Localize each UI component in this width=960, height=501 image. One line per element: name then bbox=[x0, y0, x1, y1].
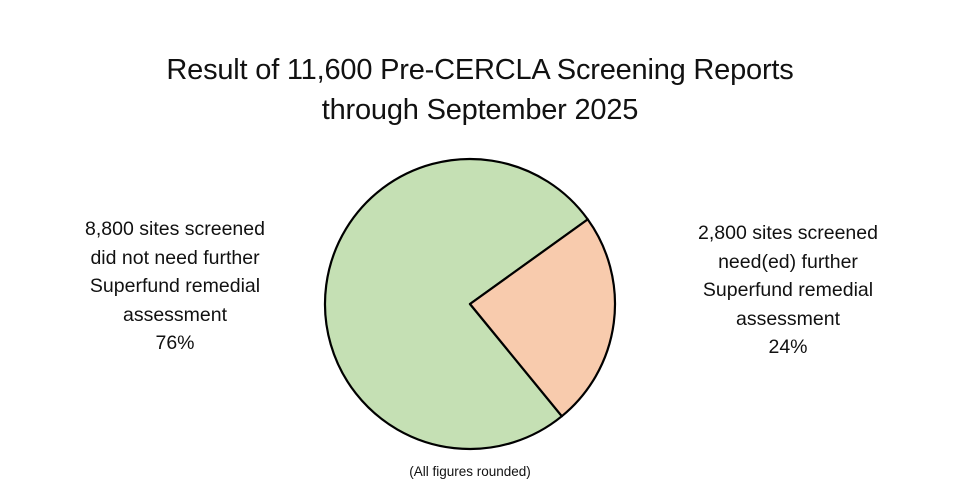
left-label-line: assessment bbox=[122, 303, 228, 326]
left-label-line: did not need further bbox=[90, 246, 260, 269]
right-slice-label: 2,800 sites screened need(ed) further Su… bbox=[668, 219, 908, 362]
pie-slice-further-assessment bbox=[468, 218, 617, 418]
left-label-line: Superfund remedial bbox=[89, 275, 261, 297]
chart-title-line-2: through September 2025 bbox=[321, 94, 639, 126]
chart-title-line-1: Result of 11,600 Pre-CERCLA Screening Re… bbox=[166, 54, 794, 86]
right-label-line: assessment bbox=[735, 307, 841, 330]
footnote: (All figures rounded) bbox=[409, 464, 531, 479]
left-slice-label: 8,800 sites screened did not need furthe… bbox=[55, 215, 295, 358]
pie-slices bbox=[323, 157, 617, 451]
right-label-percent: 24% bbox=[768, 336, 808, 358]
pie-slice-no-further-assessment bbox=[323, 157, 589, 451]
left-label-percent: 76% bbox=[155, 332, 195, 354]
left-label-line: 8,800 sites screened bbox=[85, 218, 265, 240]
chart-title: Result of 11,600 Pre-CERCLA Screening Re… bbox=[0, 50, 960, 130]
right-label-line: need(ed) further bbox=[718, 250, 858, 273]
right-label-line: Superfund remedial bbox=[702, 279, 874, 301]
right-label-line: 2,800 sites screened bbox=[698, 222, 878, 244]
